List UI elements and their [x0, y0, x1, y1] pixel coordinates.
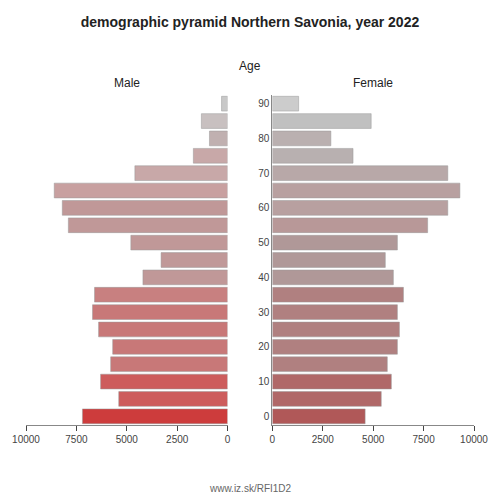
svg-text:5000: 5000	[116, 434, 139, 445]
svg-text:5000: 5000	[362, 434, 385, 445]
svg-text:0: 0	[270, 434, 276, 445]
svg-text:10: 10	[258, 376, 270, 387]
svg-text:90: 90	[258, 98, 270, 109]
svg-text:60: 60	[258, 202, 270, 213]
svg-text:Male: Male	[114, 76, 140, 90]
svg-text:demographic pyramid Northern S: demographic pyramid Northern Savonia, ye…	[81, 14, 420, 30]
svg-text:20: 20	[258, 341, 270, 352]
svg-text:40: 40	[258, 272, 270, 283]
svg-text:Age: Age	[239, 59, 261, 73]
svg-text:30: 30	[258, 307, 270, 318]
svg-text:7500: 7500	[412, 434, 435, 445]
svg-text:10000: 10000	[12, 434, 40, 445]
svg-text:www.iz.sk/RFI1D2: www.iz.sk/RFI1D2	[209, 483, 292, 494]
svg-text:2500: 2500	[312, 434, 335, 445]
svg-text:0: 0	[264, 411, 270, 422]
svg-text:10000: 10000	[460, 434, 488, 445]
svg-text:Female: Female	[353, 76, 393, 90]
svg-text:7500: 7500	[65, 434, 88, 445]
svg-text:0: 0	[225, 434, 231, 445]
svg-text:80: 80	[258, 133, 270, 144]
svg-text:50: 50	[258, 237, 270, 248]
svg-text:2500: 2500	[166, 434, 189, 445]
svg-text:70: 70	[258, 168, 270, 179]
